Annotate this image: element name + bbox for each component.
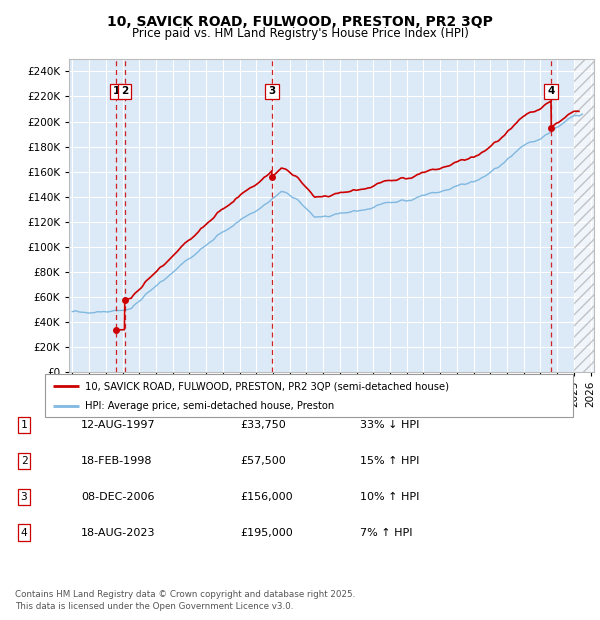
- Text: 1: 1: [20, 420, 28, 430]
- Text: Contains HM Land Registry data © Crown copyright and database right 2025.
This d: Contains HM Land Registry data © Crown c…: [15, 590, 355, 611]
- Text: 7% ↑ HPI: 7% ↑ HPI: [360, 528, 413, 538]
- Text: HPI: Average price, semi-detached house, Preston: HPI: Average price, semi-detached house,…: [85, 401, 334, 411]
- Text: Price paid vs. HM Land Registry's House Price Index (HPI): Price paid vs. HM Land Registry's House …: [131, 27, 469, 40]
- Text: 15% ↑ HPI: 15% ↑ HPI: [360, 456, 419, 466]
- Text: 10, SAVICK ROAD, FULWOOD, PRESTON, PR2 3QP: 10, SAVICK ROAD, FULWOOD, PRESTON, PR2 3…: [107, 16, 493, 30]
- Text: 33% ↓ HPI: 33% ↓ HPI: [360, 420, 419, 430]
- FancyBboxPatch shape: [45, 374, 573, 417]
- Text: 2: 2: [121, 86, 128, 97]
- Bar: [574, 46, 600, 372]
- Text: 12-AUG-1997: 12-AUG-1997: [81, 420, 155, 430]
- Text: £57,500: £57,500: [240, 456, 286, 466]
- Text: £33,750: £33,750: [240, 420, 286, 430]
- Text: 1: 1: [113, 86, 120, 97]
- Text: 4: 4: [547, 86, 555, 97]
- Text: 18-FEB-1998: 18-FEB-1998: [81, 456, 152, 466]
- Text: 3: 3: [20, 492, 28, 502]
- Text: 2: 2: [20, 456, 28, 466]
- Text: 08-DEC-2006: 08-DEC-2006: [81, 492, 155, 502]
- Text: 3: 3: [268, 86, 275, 97]
- Text: £195,000: £195,000: [240, 528, 293, 538]
- Text: 10, SAVICK ROAD, FULWOOD, PRESTON, PR2 3QP (semi-detached house): 10, SAVICK ROAD, FULWOOD, PRESTON, PR2 3…: [85, 381, 449, 391]
- Text: 18-AUG-2023: 18-AUG-2023: [81, 528, 155, 538]
- Text: £156,000: £156,000: [240, 492, 293, 502]
- Text: 10% ↑ HPI: 10% ↑ HPI: [360, 492, 419, 502]
- Text: 4: 4: [20, 528, 28, 538]
